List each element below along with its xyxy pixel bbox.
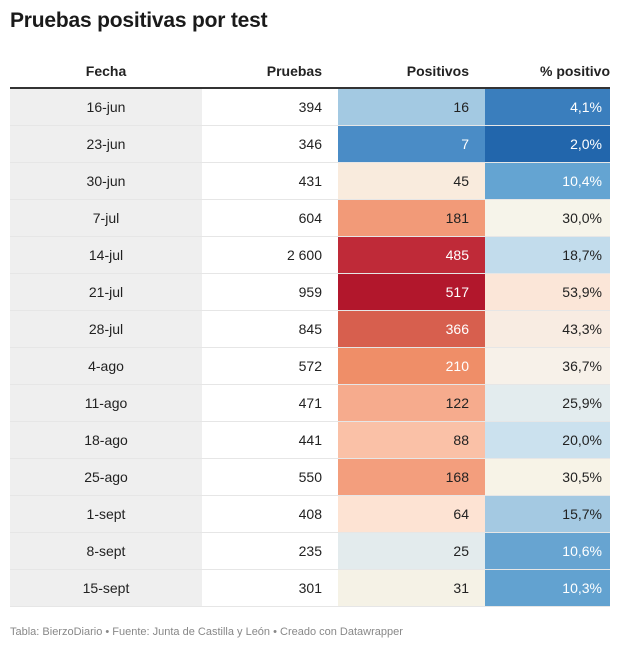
cell-pruebas: 394: [298, 99, 322, 115]
cell-fecha: 16-jun: [10, 89, 202, 125]
cell-pruebas: 604: [298, 210, 322, 226]
cell-positivos: 122: [338, 385, 485, 421]
cell-positivos: 485: [338, 237, 485, 273]
cell-pct-positivo: 20,0%: [485, 422, 610, 458]
cell-pct-positivo: 43,3%: [485, 311, 610, 347]
cell-pruebas: 572: [298, 358, 322, 374]
cell-pct-positivo: 36,7%: [485, 348, 610, 384]
cell-fecha: 11-ago: [10, 385, 202, 421]
table-row: 8-sept 235 25 10,6%: [10, 533, 610, 570]
cell-pruebas: 2 600: [286, 247, 322, 263]
cell-pruebas: 845: [298, 321, 322, 337]
cell-pruebas: 235: [298, 543, 322, 559]
cell-positivos: 45: [338, 163, 485, 199]
table-row: 7-jul 604 181 30,0%: [10, 200, 610, 237]
cell-positivos: 25: [338, 533, 485, 569]
cell-positivos: 31: [338, 570, 485, 606]
cell-fecha: 21-jul: [10, 274, 202, 310]
cell-fecha: 23-jun: [10, 126, 202, 162]
table-row: 16-jun 394 16 4,1%: [10, 89, 610, 126]
cell-fecha: 18-ago: [10, 422, 202, 458]
header-pruebas: Pruebas: [266, 63, 322, 79]
cell-fecha: 4-ago: [10, 348, 202, 384]
cell-pruebas: 441: [298, 432, 322, 448]
cell-pct-positivo: 4,1%: [485, 89, 610, 125]
table-row: 18-ago 441 88 20,0%: [10, 422, 610, 459]
cell-fecha: 14-jul: [10, 237, 202, 273]
cell-pruebas: 471: [298, 395, 322, 411]
cell-positivos: 366: [338, 311, 485, 347]
header-fecha: Fecha: [85, 63, 127, 79]
cell-fecha: 30-jun: [10, 163, 202, 199]
table-row: 23-jun 346 7 2,0%: [10, 126, 610, 163]
cell-pruebas: 346: [298, 136, 322, 152]
cell-fecha: 8-sept: [10, 533, 202, 569]
table-row: 4-ago 572 210 36,7%: [10, 348, 610, 385]
header-positivos: Positivos: [406, 63, 469, 79]
cell-positivos: 181: [338, 200, 485, 236]
cell-pct-positivo: 2,0%: [485, 126, 610, 162]
cell-positivos: 88: [338, 422, 485, 458]
table-row: 14-jul 2 600 485 18,7%: [10, 237, 610, 274]
cell-pct-positivo: 10,3%: [485, 570, 610, 606]
cell-pct-positivo: 18,7%: [485, 237, 610, 273]
cell-pct-positivo: 53,9%: [485, 274, 610, 310]
cell-pct-positivo: 10,4%: [485, 163, 610, 199]
table-row: 28-jul 845 366 43,3%: [10, 311, 610, 348]
table-header-row: Fecha Pruebas Positivos % positivo: [10, 55, 610, 89]
cell-fecha: 1-sept: [10, 496, 202, 532]
table-row: 30-jun 431 45 10,4%: [10, 163, 610, 200]
cell-pruebas: 301: [298, 580, 322, 596]
table-row: 11-ago 471 122 25,9%: [10, 385, 610, 422]
data-table: Fecha Pruebas Positivos % positivo 16-ju…: [10, 55, 610, 607]
cell-fecha: 28-jul: [10, 311, 202, 347]
cell-positivos: 210: [338, 348, 485, 384]
cell-fecha: 15-sept: [10, 570, 202, 606]
cell-pruebas: 550: [298, 469, 322, 485]
header-pct-positivo: % positivo: [539, 63, 610, 79]
cell-pct-positivo: 10,6%: [485, 533, 610, 569]
cell-pct-positivo: 15,7%: [485, 496, 610, 532]
cell-positivos: 517: [338, 274, 485, 310]
table-row: 1-sept 408 64 15,7%: [10, 496, 610, 533]
cell-positivos: 16: [338, 89, 485, 125]
cell-fecha: 25-ago: [10, 459, 202, 495]
cell-positivos: 7: [338, 126, 485, 162]
cell-pruebas: 431: [298, 173, 322, 189]
cell-positivos: 168: [338, 459, 485, 495]
cell-positivos: 64: [338, 496, 485, 532]
table-row: 21-jul 959 517 53,9%: [10, 274, 610, 311]
cell-pruebas: 408: [298, 506, 322, 522]
footer-credits: Tabla: BierzoDiario • Fuente: Junta de C…: [10, 626, 403, 638]
chart-title: Pruebas positivas por test: [10, 9, 268, 32]
table-row: 15-sept 301 31 10,3%: [10, 570, 610, 607]
table-body: 16-jun 394 16 4,1% 23-jun 346 7 2,0% 30-jun 431 45…: [10, 89, 610, 607]
cell-pct-positivo: 30,0%: [485, 200, 610, 236]
table-row: 25-ago 550 168 30,5%: [10, 459, 610, 496]
cell-fecha: 7-jul: [10, 200, 202, 236]
cell-pct-positivo: 30,5%: [485, 459, 610, 495]
cell-pruebas: 959: [298, 284, 322, 300]
cell-pct-positivo: 25,9%: [485, 385, 610, 421]
